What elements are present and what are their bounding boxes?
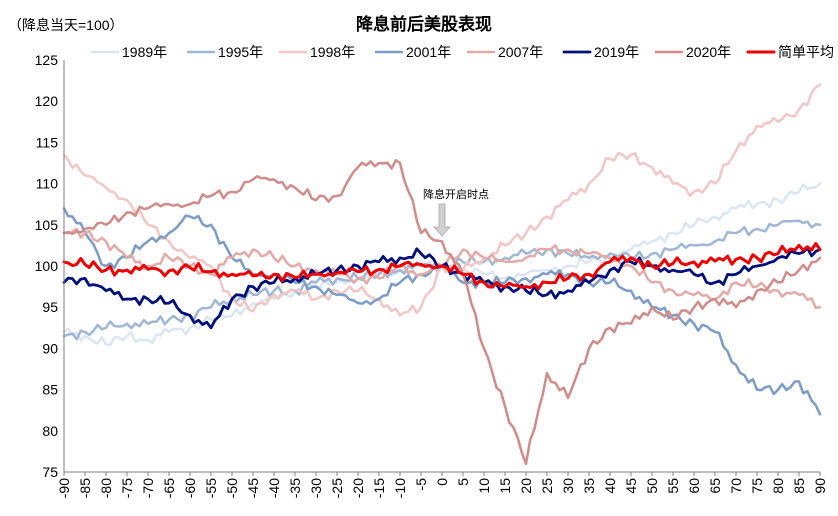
y-tick-label: 75 bbox=[42, 464, 58, 480]
x-tick-label: 45 bbox=[623, 478, 639, 494]
y-tick-label: 95 bbox=[42, 299, 58, 315]
x-tick-label: -35 bbox=[287, 478, 303, 498]
x-tick-label: -60 bbox=[182, 478, 198, 498]
x-tick-label: 35 bbox=[581, 478, 597, 494]
y-tick-label: 90 bbox=[42, 340, 58, 356]
x-tick-label: 15 bbox=[497, 478, 513, 494]
legend-label: 2020年 bbox=[686, 44, 731, 60]
x-tick-label: 25 bbox=[539, 478, 555, 494]
x-tick-label: -30 bbox=[308, 478, 324, 498]
legend: 1989年 1995年 1998年 2001年 2007年 2019年 2020年 简单平均 bbox=[90, 44, 834, 60]
x-tick-label: 40 bbox=[602, 478, 618, 494]
x-tick-label: -50 bbox=[224, 478, 240, 498]
x-tick-label: -10 bbox=[392, 478, 408, 498]
series-layer bbox=[62, 83, 822, 466]
x-tick-label: -80 bbox=[98, 478, 114, 498]
x-tick-label: 65 bbox=[707, 478, 723, 494]
y-tick-label: 105 bbox=[35, 217, 59, 233]
x-tick-label: 55 bbox=[665, 478, 681, 494]
y-tick-label: 100 bbox=[35, 258, 59, 274]
x-tick-label: -90 bbox=[56, 478, 72, 498]
unit-label: （降息当天=100） bbox=[8, 17, 124, 33]
legend-label: 1998年 bbox=[310, 44, 355, 60]
chart-title: 降息前后美股表现 bbox=[356, 14, 492, 34]
annotation-arrow-icon bbox=[433, 203, 451, 237]
x-tick-label: 10 bbox=[476, 478, 492, 494]
x-tick-label: -55 bbox=[203, 478, 219, 498]
y-tick-label: 125 bbox=[35, 52, 59, 68]
x-tick-label: 50 bbox=[644, 478, 660, 494]
y-tick-label: 80 bbox=[42, 423, 58, 439]
y-tick-label: 115 bbox=[36, 134, 59, 150]
y-tick-label: 110 bbox=[36, 176, 59, 192]
x-tick-label: 90 bbox=[812, 478, 828, 494]
legend-label: 2007年 bbox=[498, 44, 543, 60]
annotation-label: 降息开启时点 bbox=[423, 187, 489, 201]
legend-label: 简单平均 bbox=[778, 44, 834, 60]
x-tick-label: 80 bbox=[770, 478, 786, 494]
x-tick-label: 20 bbox=[518, 478, 534, 494]
x-tick-label: -70 bbox=[140, 478, 156, 498]
series-line-3 bbox=[62, 207, 822, 416]
series-line-5 bbox=[62, 246, 822, 330]
legend-label: 1995年 bbox=[218, 44, 263, 60]
x-tick-label: -75 bbox=[119, 478, 135, 498]
x-tick-label: -15 bbox=[371, 478, 387, 498]
series-line-6 bbox=[62, 159, 822, 466]
x-tick-label: 30 bbox=[560, 478, 576, 494]
x-tick-label: -25 bbox=[329, 478, 345, 498]
x-tick-label: -40 bbox=[266, 478, 282, 498]
x-tick-label: -20 bbox=[350, 478, 366, 498]
x-tick-label: -85 bbox=[77, 478, 93, 498]
x-tick-label: 60 bbox=[686, 478, 702, 494]
series-line-7 bbox=[62, 242, 822, 291]
x-tick-label: 75 bbox=[749, 478, 765, 494]
x-tick-label: 5 bbox=[455, 478, 471, 486]
x-tick-label: 85 bbox=[791, 478, 807, 494]
x-tick-label: -65 bbox=[161, 478, 177, 498]
x-tick-label: -5 bbox=[413, 478, 429, 491]
x-tick-label: -45 bbox=[245, 478, 261, 498]
legend-label: 2019年 bbox=[594, 44, 639, 60]
y-tick-label: 120 bbox=[35, 93, 59, 109]
x-tick-label: 70 bbox=[728, 478, 744, 494]
legend-label: 1989年 bbox=[122, 44, 167, 60]
x-tick-label: 0 bbox=[434, 478, 450, 486]
y-tick-label: 85 bbox=[42, 382, 58, 398]
legend-label: 2001年 bbox=[406, 44, 451, 60]
annotation: 降息开启时点 bbox=[423, 187, 489, 237]
